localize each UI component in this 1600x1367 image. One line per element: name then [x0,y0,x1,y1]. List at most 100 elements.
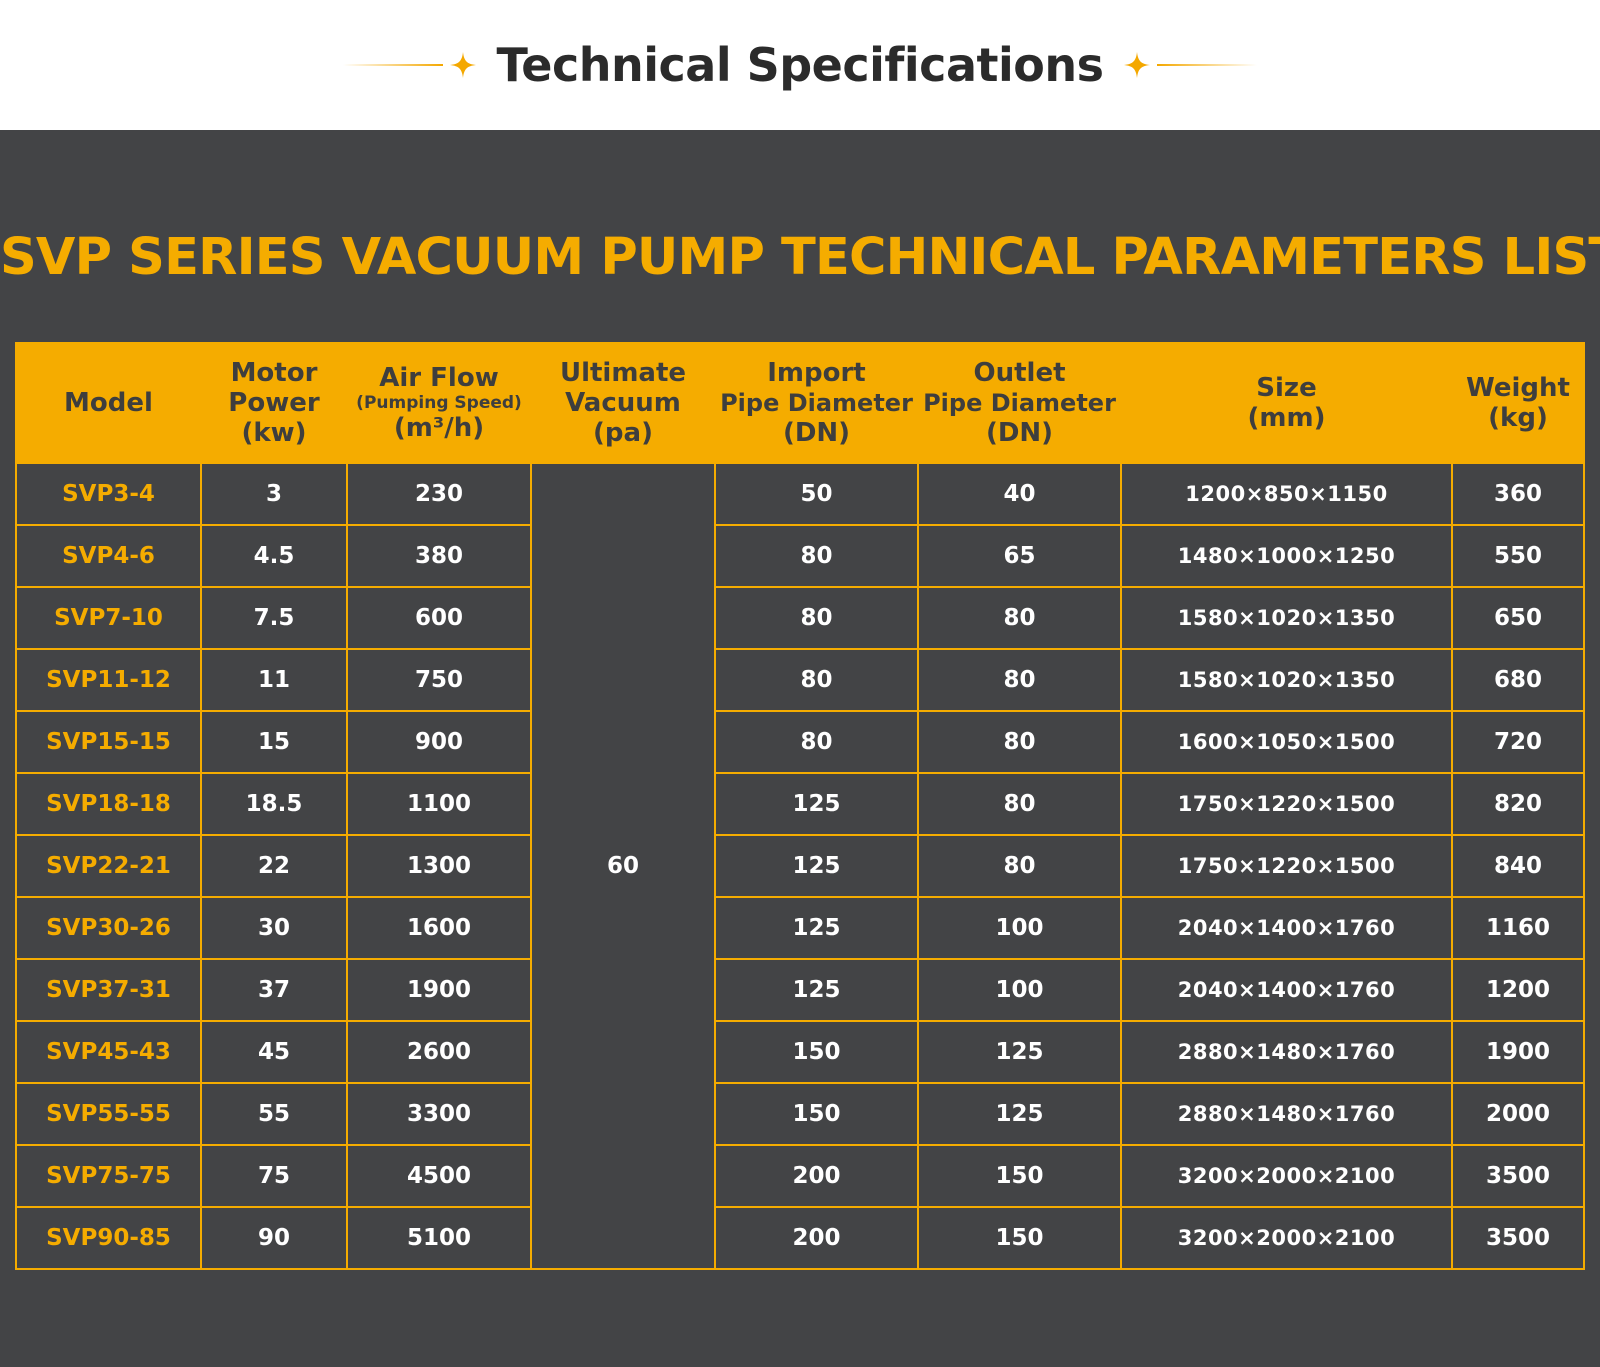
cell-outlet-pipe: 125 [917,1020,1122,1084]
cell-size: 1480×1000×1250 [1120,524,1453,588]
cell-outlet-pipe: 100 [917,958,1122,1022]
header-weight: Weight (kg) [1451,342,1585,464]
header-line: (kw) [241,418,307,448]
cell-size: 2880×1480×1760 [1120,1082,1453,1146]
cell-model: SVP55-55 [15,1082,202,1146]
cell-air-flow: 750 [346,648,532,712]
cell-outlet-pipe: 40 [917,462,1122,526]
cell-outlet-pipe: 80 [917,834,1122,898]
cell-weight: 720 [1451,710,1585,774]
header-size: Size (mm) [1120,342,1453,464]
cell-outlet-pipe: 80 [917,648,1122,712]
table-row: SVP90-85 90 5100 200 150 3200×2000×2100 3500 [15,1206,1585,1270]
cell-size: 1200×850×1150 [1120,462,1453,526]
header-model: Model [15,342,202,464]
cell-motor-power: 45 [200,1020,348,1084]
cell-weight: 550 [1451,524,1585,588]
cell-weight: 650 [1451,586,1585,650]
cell-import-pipe: 80 [714,524,919,588]
header-line: Outlet [973,358,1066,388]
cell-air-flow: 2600 [346,1020,532,1084]
cell-model: SVP90-85 [15,1206,202,1270]
header-line: Pipe Diameter [923,389,1116,417]
heading-line-right [1157,64,1258,66]
cell-model: SVP7-10 [15,586,202,650]
cell-outlet-pipe: 150 [917,1206,1122,1270]
cell-weight: 1160 [1451,896,1585,960]
cell-outlet-pipe: 100 [917,896,1122,960]
table-row: SVP30-26 30 1600 125 100 2040×1400×1760 1160 [15,896,1585,960]
header-import-pipe: Import Pipe Diameter (DN) [714,342,919,464]
cell-size: 1580×1020×1350 [1120,648,1453,712]
table-row: SVP15-15 15 900 80 80 1600×1050×1500 720 [15,710,1585,774]
cell-air-flow: 5100 [346,1206,532,1270]
cell-motor-power: 37 [200,958,348,1022]
cell-weight: 360 [1451,462,1585,526]
cell-air-flow: 380 [346,524,532,588]
cell-import-pipe: 125 [714,958,919,1022]
spec-table: Model Motor Power (kw) Air Flow (Pumping… [15,342,1585,1270]
cell-outlet-pipe: 80 [917,586,1122,650]
cell-weight: 820 [1451,772,1585,836]
heading: Technical Specifications [0,30,1600,100]
cell-model: SVP22-21 [15,834,202,898]
header-line: Pipe Diameter [720,389,913,417]
cell-model: SVP4-6 [15,524,202,588]
header-line: (pa) [593,418,653,448]
cell-motor-power: 22 [200,834,348,898]
cell-motor-power: 3 [200,462,348,526]
cell-air-flow: 3300 [346,1082,532,1146]
cell-model: SVP37-31 [15,958,202,1022]
cell-motor-power: 4.5 [200,524,348,588]
cell-size: 3200×2000×2100 [1120,1144,1453,1208]
cell-outlet-pipe: 150 [917,1144,1122,1208]
cell-model: SVP75-75 [15,1144,202,1208]
cell-import-pipe: 80 [714,648,919,712]
header-air-flow: Air Flow (Pumping Speed) (m³/h) [346,342,532,464]
cell-import-pipe: 200 [714,1206,919,1270]
cell-import-pipe: 80 [714,586,919,650]
cell-import-pipe: 150 [714,1020,919,1084]
table-row: SVP4-6 4.5 380 80 65 1480×1000×1250 550 [15,524,1585,588]
header-line: Vacuum [565,388,681,418]
header-motor-power: Motor Power (kw) [200,342,348,464]
cell-motor-power: 55 [200,1082,348,1146]
cell-import-pipe: 200 [714,1144,919,1208]
cell-model: SVP30-26 [15,896,202,960]
header-line: Power [228,388,320,418]
page-title: Technical Specifications [496,38,1104,92]
cell-air-flow: 1300 [346,834,532,898]
header-subline: (Pumping Speed) [356,393,522,413]
table-row: SVP3-4 3 230 60 50 40 1200×850×1150 360 [15,462,1585,1270]
cell-motor-power: 7.5 [200,586,348,650]
cell-weight: 1900 [1451,1020,1585,1084]
cell-air-flow: 1900 [346,958,532,1022]
cell-air-flow: 900 [346,710,532,774]
header-line: (mm) [1247,403,1326,433]
cell-import-pipe: 150 [714,1082,919,1146]
heading-line-left [342,64,443,66]
panel-title: SVP SERIES VACUUM PUMP TECHNICAL PARAMET… [0,228,1600,287]
cell-ultimate-vacuum: 60 [530,462,716,1270]
table-row: SVP37-31 37 1900 125 100 2040×1400×1760 1200 [15,958,1585,1022]
cell-model: SVP11-12 [15,648,202,712]
cell-import-pipe: 50 [714,462,919,526]
table-row: SVP75-75 75 4500 200 150 3200×2000×2100 3500 [15,1144,1585,1208]
cell-motor-power: 75 [200,1144,348,1208]
cell-motor-power: 18.5 [200,772,348,836]
table-row: SVP7-10 7.5 600 80 80 1580×1020×1350 650 [15,586,1585,650]
cell-motor-power: 30 [200,896,348,960]
cell-import-pipe: 125 [714,772,919,836]
table-body: SVP3-4 3 230 60 50 40 1200×850×1150 360 SVP4-6 4.… [15,462,1585,1270]
header-line: Motor [230,358,318,388]
header-outlet-pipe: Outlet Pipe Diameter (DN) [917,342,1122,464]
cell-weight: 1200 [1451,958,1585,1022]
cell-weight: 680 [1451,648,1585,712]
header-model-label: Model [64,388,153,418]
cell-outlet-pipe: 125 [917,1082,1122,1146]
cell-size: 1600×1050×1500 [1120,710,1453,774]
header-ultimate-vacuum: Ultimate Vacuum (pa) [530,342,716,464]
cell-size: 2040×1400×1760 [1120,958,1453,1022]
cell-size: 2880×1480×1760 [1120,1020,1453,1084]
cell-size: 1580×1020×1350 [1120,586,1453,650]
